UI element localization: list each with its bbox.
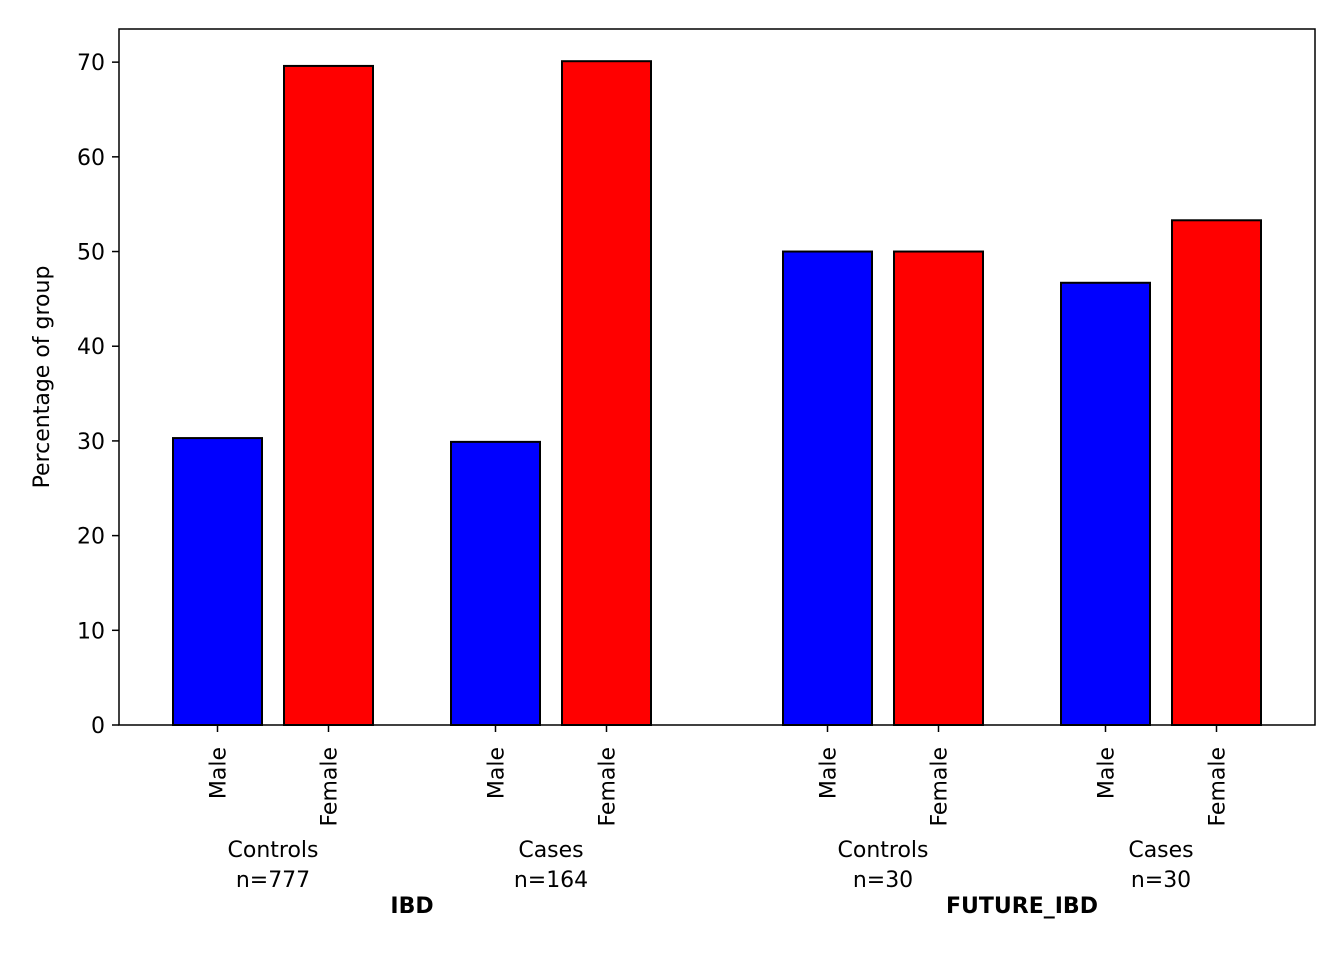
- y-tick-label: 70: [77, 51, 105, 76]
- x-axis-labels: Male Female Controls n=777 Male Female Cases n=…: [207, 725, 1231, 919]
- y-axis: 0 10 20 30 40 50 60 70: [77, 51, 119, 739]
- group-count-label: n=777: [236, 868, 310, 893]
- bar-female: [561, 60, 652, 726]
- x-tick-label: Male: [207, 747, 232, 799]
- plot-frame: [118, 28, 1316, 726]
- bar-male: [1060, 281, 1151, 726]
- x-tick-label: Male: [485, 747, 510, 799]
- group-label: Controls: [228, 838, 319, 863]
- bar-male: [782, 250, 873, 726]
- group-count-label: n=30: [1131, 868, 1191, 893]
- super-group-label: FUTURE_IBD: [946, 894, 1098, 919]
- group-label: Cases: [1128, 838, 1193, 863]
- y-tick-label: 40: [77, 335, 105, 360]
- y-axis-label: Percentage of group: [30, 266, 55, 489]
- y-tick-label: 10: [77, 619, 105, 644]
- x-tick-label: Female: [928, 747, 953, 827]
- group-count-label: n=164: [514, 868, 588, 893]
- x-tick-label: Female: [596, 747, 621, 827]
- bar-male: [450, 440, 541, 726]
- bars-layer: [172, 60, 1262, 727]
- bar-female: [283, 64, 374, 727]
- bar-female: [893, 250, 984, 726]
- x-tick-label: Male: [1095, 747, 1120, 799]
- super-group-label: IBD: [390, 894, 433, 919]
- x-tick-label: Female: [318, 747, 343, 827]
- y-tick-label: 20: [77, 525, 105, 550]
- y-tick-label: 50: [77, 241, 105, 266]
- y-tick-label: 30: [77, 430, 105, 455]
- y-tick-label: 0: [91, 714, 105, 739]
- bar-female: [1171, 219, 1262, 726]
- x-tick-label: Female: [1206, 747, 1231, 827]
- y-tick-label: 60: [77, 146, 105, 171]
- x-tick-label: Male: [817, 747, 842, 799]
- group-count-label: n=30: [853, 868, 913, 893]
- group-label: Cases: [518, 838, 583, 863]
- group-label: Controls: [838, 838, 929, 863]
- bar-male: [172, 437, 263, 726]
